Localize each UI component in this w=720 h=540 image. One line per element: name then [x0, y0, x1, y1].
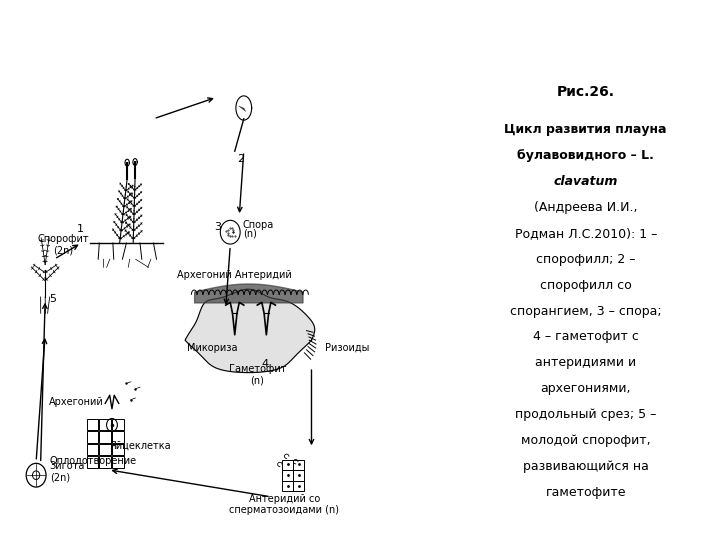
Bar [282, 481, 293, 491]
Text: продольный срез; 5 –: продольный срез; 5 – [515, 408, 657, 421]
Text: спорофилл; 2 –: спорофилл; 2 – [536, 253, 636, 266]
Text: Зигота
(2n): Зигота (2n) [50, 461, 85, 483]
Bar [99, 419, 111, 430]
Text: Архегоний Антеридий: Архегоний Антеридий [177, 270, 292, 280]
Text: Спора: Спора [243, 220, 274, 230]
Text: (Андреева И.И.,: (Андреева И.И., [534, 201, 637, 214]
Text: спорангием, 3 – спора;: спорангием, 3 – спора; [510, 305, 662, 318]
Bar [99, 444, 111, 455]
Bar [112, 431, 124, 443]
Text: Оплодотворение: Оплодотворение [50, 456, 137, 467]
Bar [99, 431, 111, 443]
Bar [282, 470, 293, 481]
Bar [86, 444, 99, 455]
Text: сперматозоидами (n): сперматозоидами (n) [230, 505, 339, 515]
Text: 4: 4 [262, 359, 269, 369]
Bar [294, 481, 304, 491]
Bar [112, 444, 124, 455]
Text: 4 – гаметофит с: 4 – гаметофит с [533, 330, 639, 343]
Text: Родман Л.С.2010): 1 –: Родман Л.С.2010): 1 – [515, 227, 657, 240]
Text: 5: 5 [50, 294, 57, 305]
Text: (n): (n) [243, 228, 257, 239]
Text: Ризоиды: Ризоиды [325, 343, 369, 353]
Text: clavatum: clavatum [554, 175, 618, 188]
Text: Гаметофит
(n): Гаметофит (n) [228, 364, 286, 386]
Text: Архегоний: Архегоний [50, 397, 104, 407]
Bar [86, 419, 99, 430]
Text: архегониями,: архегониями, [541, 382, 631, 395]
Bar [294, 460, 304, 470]
Text: развивающийся на: развивающийся на [523, 460, 649, 473]
Text: антеридиями и: антеридиями и [535, 356, 636, 369]
Bar [86, 456, 99, 468]
Text: 3: 3 [215, 221, 222, 232]
Text: Спорофит
(2n): Спорофит (2n) [37, 234, 89, 256]
Text: Антеридий со: Антеридий со [249, 494, 320, 504]
Bar [112, 456, 124, 468]
Text: 2: 2 [237, 154, 244, 164]
Bar [86, 431, 99, 443]
Text: Рис.26.: Рис.26. [557, 85, 615, 99]
Bar [294, 470, 304, 481]
Text: гаметофите: гаметофите [546, 486, 626, 499]
Bar [282, 460, 293, 470]
Bar [112, 419, 124, 430]
Polygon shape [185, 289, 315, 373]
Text: 1: 1 [77, 224, 84, 234]
Text: молодой спорофит,: молодой спорофит, [521, 434, 651, 447]
Text: спорофилл со: спорофилл со [540, 279, 631, 292]
Bar [99, 456, 111, 468]
Text: булавовидного – L.: булавовидного – L. [517, 149, 654, 162]
Text: Цикл развития плауна: Цикл развития плауна [505, 123, 667, 136]
Text: Микориза: Микориза [187, 343, 238, 353]
Text: Яйцеклетка: Яйцеклетка [109, 440, 171, 450]
